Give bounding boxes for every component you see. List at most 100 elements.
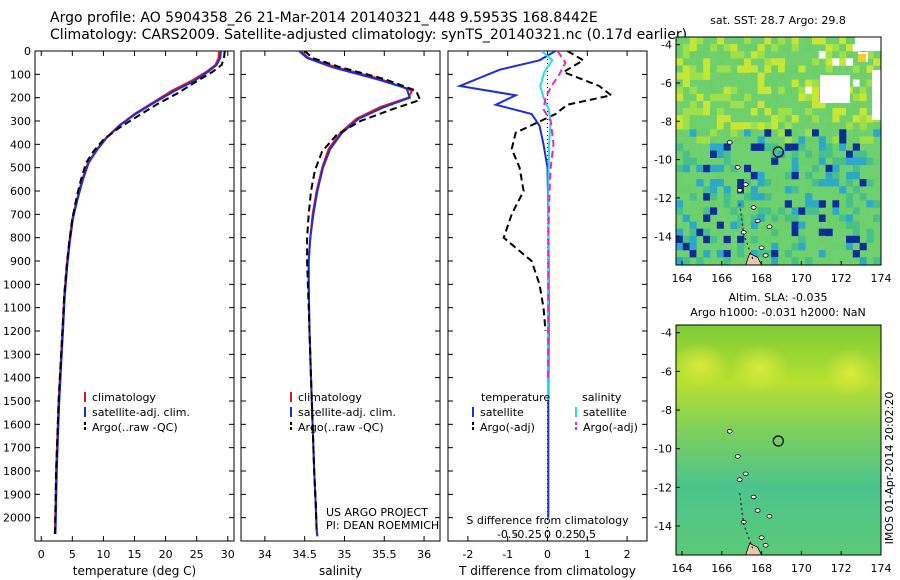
island <box>726 429 733 434</box>
sst-cell <box>825 143 833 151</box>
sst-cell <box>676 235 684 244</box>
x-tick-label: 34.5 <box>292 548 317 561</box>
sst-cell <box>703 193 711 201</box>
sst-cell <box>730 207 738 215</box>
legend-entry: Argo(..raw -QC) <box>298 421 384 434</box>
sst-cell <box>716 228 724 237</box>
sst-cell <box>839 207 847 215</box>
y-tick-label: 1900 <box>3 488 31 501</box>
sst-cell <box>689 228 697 237</box>
x-tick-label: 30 <box>221 548 235 561</box>
sst-cell <box>852 235 860 244</box>
sst-cell <box>846 171 854 180</box>
sst-cell <box>852 214 860 222</box>
x-tick-label: -2 <box>462 548 473 561</box>
sst-cell <box>859 79 867 87</box>
sst-cell <box>846 179 854 187</box>
y-tick-label: 1800 <box>3 465 31 478</box>
sst-cell <box>716 143 724 151</box>
sst-cell <box>682 72 690 80</box>
sst-cell <box>866 65 874 73</box>
map-x-tick-label: 172 <box>831 562 852 575</box>
sst-cell <box>791 157 799 166</box>
sst-cell <box>744 193 752 201</box>
sst-cell <box>852 171 860 180</box>
sla-coastline <box>726 429 784 556</box>
sst-cell <box>764 193 772 201</box>
sst-cell <box>689 65 697 73</box>
sst-cell <box>676 179 684 187</box>
sst-cell <box>791 228 799 237</box>
island <box>758 535 765 540</box>
sst-cell <box>750 72 758 80</box>
sst-cell <box>839 221 847 229</box>
x-axis-label: temperature (deg C) <box>73 564 196 578</box>
sst-cell <box>703 136 711 144</box>
sst-cell <box>703 214 711 222</box>
sst-cell <box>716 51 724 59</box>
sst-cell <box>839 58 847 66</box>
map-y-tick-label: -8 <box>661 115 672 128</box>
sst-cell <box>703 250 711 258</box>
sst-cell <box>750 129 758 137</box>
island <box>762 253 769 258</box>
sst-cell <box>764 129 772 137</box>
sla-high-blob <box>730 344 790 392</box>
sst-cell <box>778 37 786 45</box>
sst-cell <box>866 179 874 187</box>
sst-cell <box>825 122 833 130</box>
sst-cell <box>757 250 765 258</box>
sst-cell <box>716 108 724 116</box>
sst-cell <box>730 129 738 137</box>
header-line-2: Climatology: CARS2009. Satellite-adjuste… <box>50 27 688 43</box>
sst-cell <box>846 108 854 116</box>
sst-cell <box>764 65 772 73</box>
sst-cell <box>846 214 854 222</box>
sst-cell <box>682 214 690 222</box>
sst-cell <box>737 200 745 208</box>
sst-cell <box>689 100 697 109</box>
sst-cell <box>818 157 826 166</box>
sst-cell <box>723 122 731 130</box>
sst-cell <box>730 44 738 52</box>
sst-cell <box>676 115 684 123</box>
sst-cell <box>771 250 779 258</box>
y-tick-label: 300 <box>10 115 31 128</box>
sst-cell <box>818 228 826 237</box>
sst-cell <box>825 51 833 59</box>
x-tick-label: 1 <box>584 548 591 561</box>
sst-cell <box>682 44 690 52</box>
sst-cell <box>818 136 826 144</box>
y-tick-label: 2000 <box>3 512 31 525</box>
sst-cell <box>723 207 731 215</box>
top-tick-label: 0.5 <box>579 528 597 541</box>
sst-cell <box>757 108 765 116</box>
sst-cell <box>859 157 867 166</box>
sst-cell <box>832 58 840 66</box>
sst-cell <box>676 86 684 95</box>
sst-cell <box>859 179 867 187</box>
sst-cell <box>866 86 874 95</box>
sst-cell <box>750 250 758 258</box>
sst-cell <box>771 214 779 222</box>
sst-cell <box>703 228 711 237</box>
sst-cell <box>852 65 860 73</box>
sst-cell <box>716 72 724 80</box>
map-y-tick-label: -4 <box>661 39 672 52</box>
sst-cell <box>798 221 806 229</box>
sst-cell <box>703 129 711 137</box>
sst-cell <box>859 136 867 144</box>
sst-cell <box>812 136 820 144</box>
sst-cell <box>696 65 704 73</box>
sst-cell <box>682 115 690 123</box>
sst-coastline <box>726 140 784 266</box>
sst-cell <box>873 257 881 265</box>
sst-cell <box>737 79 745 87</box>
sst-cell <box>689 72 697 80</box>
sst-cell <box>825 250 833 258</box>
sst-cell <box>791 242 799 251</box>
sst-cell <box>750 235 758 244</box>
sst-cell <box>805 257 813 265</box>
sst-cell <box>737 58 745 66</box>
sst-cell <box>832 200 840 208</box>
